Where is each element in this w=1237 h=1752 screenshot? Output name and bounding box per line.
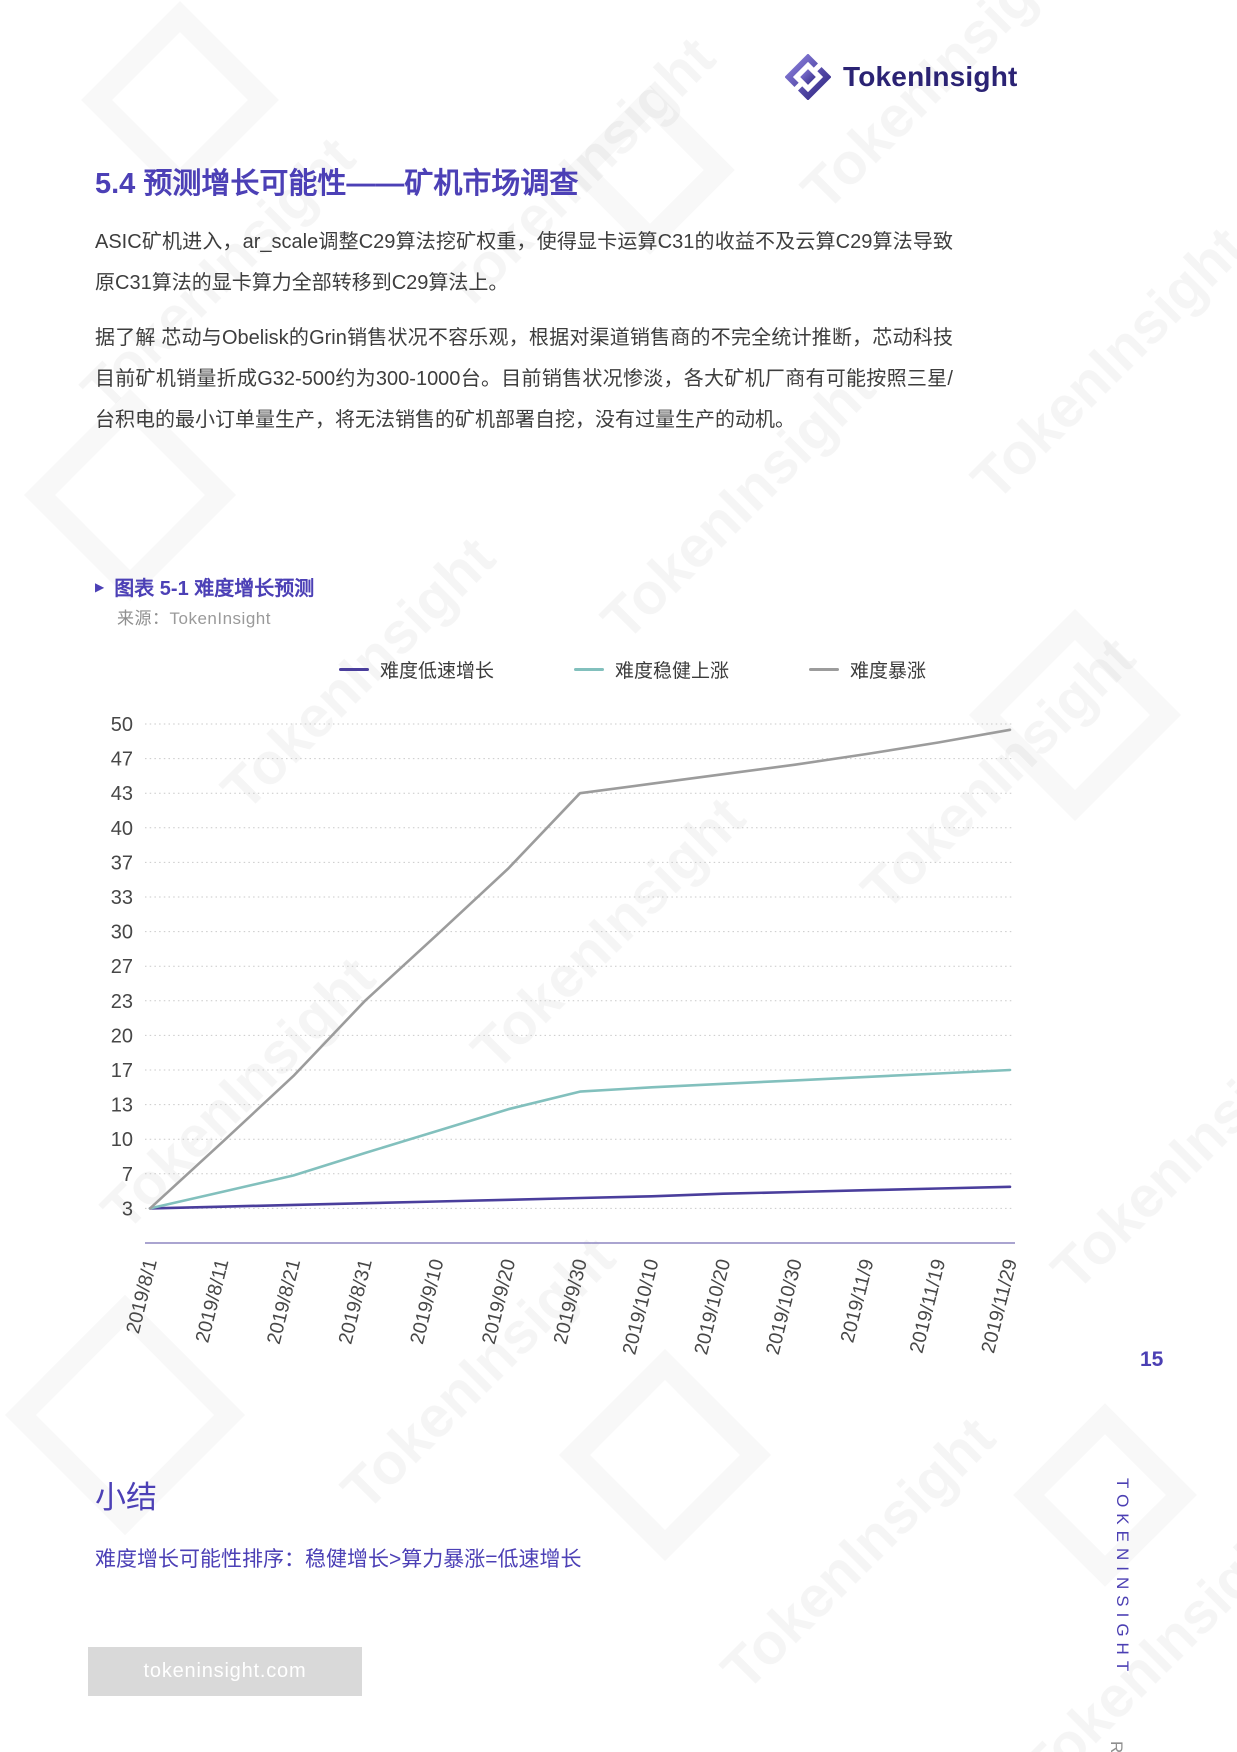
line-chart: 难度低速增长难度稳健上涨难度暴涨 37101317202327303337404… xyxy=(85,640,1065,1430)
x-axis-label: 2019/11/9 xyxy=(837,1257,879,1345)
tokeninsight-logo-icon xyxy=(785,54,831,100)
x-axis-label: 2019/9/10 xyxy=(406,1257,448,1347)
y-axis-label: 17 xyxy=(111,1060,133,1082)
paragraph: ASIC矿机进入，ar_scale调整C29算法挖矿权重，使得显卡运算C31的收… xyxy=(95,222,953,304)
watermark-logo-icon xyxy=(1013,1403,1197,1587)
brand-name: TokenInsight xyxy=(843,61,1018,93)
report-page: TokenInsightTokenInsightTokenInsightToke… xyxy=(0,0,1237,1752)
x-axis-label: 2019/10/20 xyxy=(690,1257,735,1357)
summary-title: 小结 xyxy=(95,1472,157,1517)
x-axis-label: 2019/9/30 xyxy=(550,1257,592,1347)
x-axis-label: 2019/8/11 xyxy=(192,1257,234,1345)
paragraph: 据了解 芯动与Obelisk的Grin销售状况不容乐观，根据对渠道销售商的不完全… xyxy=(95,318,953,441)
x-axis-label: 2019/11/29 xyxy=(977,1257,1022,1356)
figure-caption-text: 图表 5-1 难度增长预测 xyxy=(114,572,314,601)
section-title: 5.4 预测增长可能性——矿机市场调查 xyxy=(95,160,995,202)
y-axis-label: 27 xyxy=(111,956,133,978)
watermark-text: TokenInsight xyxy=(709,1404,1009,1704)
watermark-text: TokenInsight xyxy=(959,214,1237,514)
y-axis-label: 37 xyxy=(111,852,133,874)
y-axis-label: 10 xyxy=(111,1129,133,1151)
brand-header: TokenInsight xyxy=(785,54,1018,100)
footer-site-text: tokeninsight.com xyxy=(144,1660,307,1683)
x-axis-label: 2019/9/20 xyxy=(478,1257,520,1347)
source-prefix: 来源： xyxy=(117,609,170,628)
x-axis-label: 2019/10/30 xyxy=(762,1257,807,1357)
vertical-brand: TOKENINSIGHT RESEARCH xyxy=(1106,1478,1132,1752)
y-axis-label: 13 xyxy=(111,1095,133,1117)
vertical-brand-line2: RESEARCH xyxy=(1106,1741,1126,1752)
series-line xyxy=(150,1187,1010,1209)
footer-site-bar: tokeninsight.com xyxy=(88,1647,362,1696)
series-line xyxy=(150,730,1010,1209)
x-axis-label: 2019/8/21 xyxy=(263,1257,305,1347)
page-number: 15 xyxy=(1140,1348,1163,1372)
y-axis-label: 3 xyxy=(122,1198,133,1220)
y-axis-label: 20 xyxy=(111,1025,133,1047)
y-axis-label: 43 xyxy=(111,783,133,805)
y-axis-label: 7 xyxy=(122,1164,133,1186)
x-axis-label: 2019/11/19 xyxy=(906,1257,951,1356)
caption-marker-icon: ▶ xyxy=(95,580,104,594)
x-axis-label: 2019/8/31 xyxy=(335,1257,377,1347)
figure-caption: ▶ 图表 5-1 难度增长预测 xyxy=(95,572,314,601)
y-axis-label: 30 xyxy=(111,922,133,944)
vertical-brand-line1: TOKENINSIGHT xyxy=(1106,1478,1132,1677)
y-axis-label: 47 xyxy=(111,749,133,771)
x-axis-label: 2019/8/1 xyxy=(122,1257,162,1336)
watermark-text: TokenInsight xyxy=(1039,1004,1237,1304)
chart-plot: 37101317202327303337404347502019/8/12019… xyxy=(85,640,1065,1430)
y-axis-label: 40 xyxy=(111,818,133,840)
source-value: TokenInsight xyxy=(170,609,271,628)
figure-source: 来源：TokenInsight xyxy=(117,604,271,629)
y-axis-label: 23 xyxy=(111,991,133,1013)
y-axis-label: 50 xyxy=(111,714,133,736)
summary-text: 难度增长可能性排序：稳健增长>算力暴涨=低速增长 xyxy=(95,1543,582,1573)
x-axis-label: 2019/10/10 xyxy=(619,1257,664,1357)
y-axis-label: 33 xyxy=(111,887,133,909)
